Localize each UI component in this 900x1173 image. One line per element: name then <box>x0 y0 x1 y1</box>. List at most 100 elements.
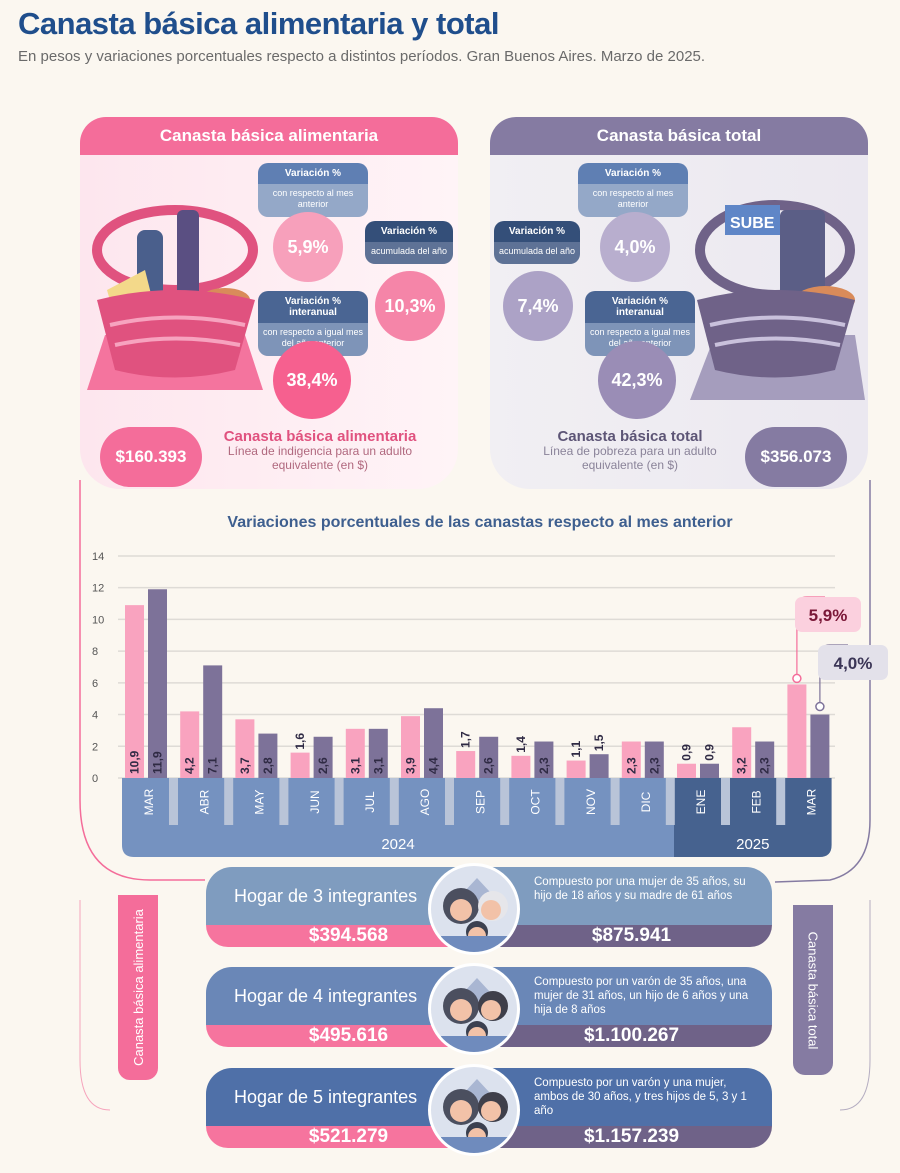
bar-cbt <box>313 736 333 778</box>
total-basket-illustration: SUBE <box>690 200 865 400</box>
tag-label: Variación % <box>578 163 688 184</box>
sube-card-label: SUBE <box>730 215 775 232</box>
month-label: ABR <box>197 789 211 814</box>
household-cba-price: $521.279 <box>206 1126 491 1148</box>
tag-sub: acumulada del año <box>494 242 580 264</box>
month-separator <box>610 778 620 825</box>
household-cbt-price: $1.100.267 <box>491 1025 772 1047</box>
month-label: JUL <box>363 791 377 813</box>
month-separator <box>169 778 178 825</box>
bar-value-label: 3,1 <box>348 757 362 774</box>
cba-price: $160.393 <box>100 427 202 487</box>
household-row: Hogar de 5 integrantes Compuesto por un … <box>206 1064 772 1156</box>
cbt-var-acum-tag: Variación % acumulada del año <box>494 221 580 264</box>
tag-label: Variación % <box>365 221 453 242</box>
bar-cbt <box>479 736 499 778</box>
family-avatar <box>428 1064 520 1156</box>
side-tab-cba-label: Canasta básica alimentaria <box>130 909 146 1066</box>
callout-box <box>795 597 861 632</box>
bar-cbt <box>589 754 609 778</box>
y-tick-label: 12 <box>92 583 104 595</box>
bar-value-label: 1,7 <box>459 731 473 748</box>
bar-value-label: 1,6 <box>293 733 307 750</box>
household-row: Hogar de 3 integrantes Compuesto por una… <box>206 863 772 955</box>
bar-value-label: 1,4 <box>514 736 528 753</box>
year-band <box>674 778 832 857</box>
y-tick-label: 8 <box>92 646 98 658</box>
page-subtitle: En pesos y variaciones porcentuales resp… <box>18 48 706 65</box>
bar-cbt <box>755 741 775 778</box>
bar-value-label: 3,1 <box>371 757 385 774</box>
bar-value-label: 1,5 <box>592 734 606 751</box>
tag-sub: con respecto al mes anterior <box>578 184 688 217</box>
bar-value-label: 2,8 <box>261 757 275 774</box>
y-tick-label: 2 <box>92 741 98 753</box>
cba-var-mensual-tag: Variación % con respecto al mes anterior <box>258 163 368 217</box>
household-desc: Compuesto por una mujer de 35 años, su h… <box>534 876 746 902</box>
month-label: AGO <box>418 789 432 816</box>
cba-var-interanual-value: 38,4% <box>273 341 351 419</box>
family-avatar <box>428 963 520 1055</box>
cba-var-mensual-value: 5,9% <box>273 212 343 282</box>
bar-cba <box>125 605 144 778</box>
tag-sub: acumulada del año <box>365 242 453 264</box>
food-basket-illustration <box>87 205 263 390</box>
cba-var-acum-value: 10,3% <box>375 271 445 341</box>
callout-marker <box>792 673 802 684</box>
household-desc: Compuesto por un varón de 35 años, una m… <box>534 976 749 1016</box>
bar-value-label: 10,9 <box>128 750 142 774</box>
cbt-var-mensual-tag: Variación % con respecto al mes anterior <box>578 163 688 217</box>
month-separator <box>389 778 399 825</box>
cbt-var-acum-value: 7,4% <box>503 271 573 341</box>
month-separator <box>776 778 786 825</box>
bar-cba <box>566 760 586 778</box>
cbt-price-desc: Línea de pobreza para un adulto equivale… <box>543 444 717 472</box>
bar-value-label: 2,3 <box>647 757 661 774</box>
bar-value-label: 3,9 <box>404 757 418 774</box>
bar-cba <box>621 741 641 778</box>
bar-value-label: 0,9 <box>680 744 694 761</box>
month-label: MAR <box>805 788 819 815</box>
month-label: DIC <box>639 791 653 812</box>
side-tab-cbt: Canasta básica total <box>793 905 833 1075</box>
household-name: Hogar de 3 integrantes <box>234 886 418 906</box>
household-cba-price: $394.568 <box>206 925 491 947</box>
month-label: JUN <box>308 790 322 813</box>
cbt-price-label: Canasta básica total Línea de pobreza par… <box>525 429 735 472</box>
month-label: ENE <box>694 790 708 815</box>
bar-cba <box>180 711 200 778</box>
month-label: FEB <box>749 790 763 813</box>
month-separator <box>334 778 344 825</box>
tag-label: Variación % <box>258 163 368 184</box>
bar-cba <box>290 752 310 778</box>
bar-value-label: 7,1 <box>206 757 220 774</box>
month-separator <box>721 778 730 825</box>
bar-value-label: 3,2 <box>735 757 749 774</box>
household-cbt-price: $1.157.239 <box>491 1126 772 1148</box>
bar-cba <box>235 719 255 778</box>
bar-cbt <box>810 714 830 778</box>
bar-value-label: 2,3 <box>758 757 772 774</box>
y-tick-label: 4 <box>92 710 98 722</box>
cbt-var-mensual-value: 4,0% <box>600 212 670 282</box>
bar-value-label: 0,9 <box>703 744 717 761</box>
callout-label: 5,9% <box>809 606 848 625</box>
bar-value-label: 2,3 <box>624 757 638 774</box>
bar-value-label: 2,6 <box>482 757 496 774</box>
cba-price-desc: Línea de indigencia para un adulto equiv… <box>227 444 413 472</box>
month-label: OCT <box>529 789 543 815</box>
bar-cbt <box>258 733 278 778</box>
bar-cbt <box>203 665 223 778</box>
year-label: 2025 <box>736 836 769 853</box>
household-name: Hogar de 4 integrantes <box>234 986 418 1006</box>
bar-cba <box>345 728 365 778</box>
month-separator <box>665 778 675 825</box>
month-label: MAY <box>253 789 267 814</box>
bar-cba <box>787 684 807 778</box>
family-avatar <box>428 863 520 955</box>
bar-cba <box>456 751 476 778</box>
side-tab-cbt-label: Canasta básica total <box>805 931 821 1049</box>
month-separator <box>279 778 289 825</box>
chart-title: Variaciones porcentuales de las canastas… <box>227 514 733 531</box>
